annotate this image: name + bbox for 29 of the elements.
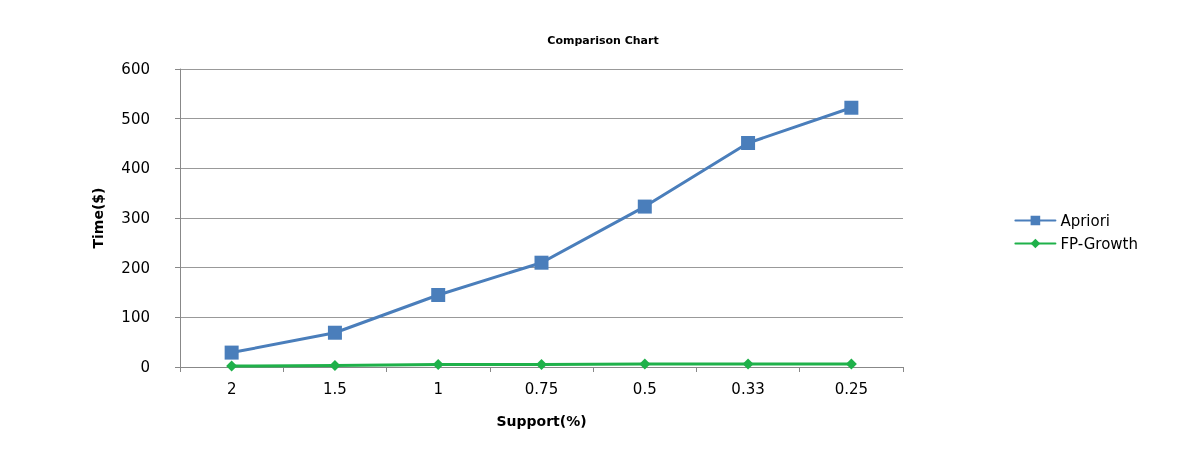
legend-label: Apriori bbox=[1060, 211, 1111, 230]
y-tick-label: 100 bbox=[121, 308, 150, 327]
point bbox=[639, 358, 651, 370]
x-tick-label: 1.5 bbox=[323, 379, 347, 398]
x-tick-label: 0.5 bbox=[632, 379, 657, 398]
y-tick-label: 300 bbox=[121, 209, 150, 227]
x-tick-label: 1 bbox=[433, 379, 443, 398]
y-tick-label: 0 bbox=[140, 358, 150, 376]
x-tick-label: 2 bbox=[226, 379, 237, 398]
point bbox=[534, 255, 549, 270]
point bbox=[224, 345, 239, 360]
x-axis-title: Support(%) bbox=[496, 413, 587, 429]
y-tick-label: 400 bbox=[121, 159, 150, 178]
point bbox=[431, 287, 446, 302]
chart-title: Comparison Chart bbox=[547, 34, 659, 47]
x-tick-label: 0.25 bbox=[834, 379, 869, 398]
legend-label: FP-Growth bbox=[1060, 234, 1139, 253]
y-tick-label: 500 bbox=[121, 109, 150, 128]
x-tick-label: 0.75 bbox=[524, 379, 559, 398]
point bbox=[844, 100, 859, 115]
point bbox=[741, 136, 756, 150]
point bbox=[536, 359, 547, 371]
x-tick-label: 0.33 bbox=[731, 379, 765, 398]
y-tick-label: 200 bbox=[121, 258, 150, 277]
point bbox=[637, 199, 652, 214]
y-axis-title: Time($) bbox=[90, 187, 106, 249]
y-tick-label: 600 bbox=[121, 60, 150, 78]
point bbox=[742, 358, 754, 370]
point bbox=[327, 325, 342, 340]
